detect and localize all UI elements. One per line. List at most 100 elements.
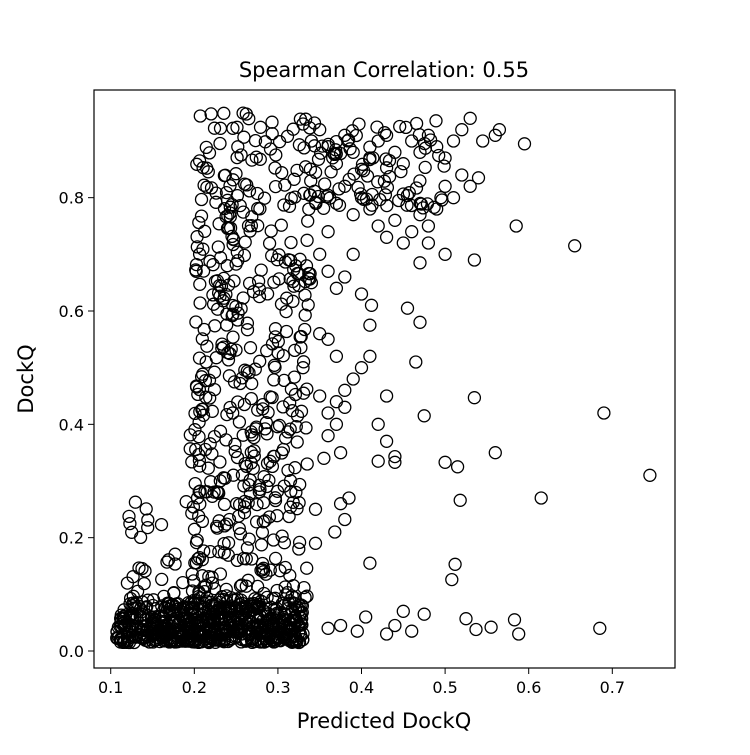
scatter-point [287,614,301,628]
scatter-point [300,382,314,396]
scatter-point [304,276,319,290]
scatter-point [507,613,522,627]
scatter-point [200,180,214,194]
scatter-point [192,351,207,365]
scatter-point [164,626,178,640]
scatter-point [229,629,243,643]
scatter-point [130,584,145,599]
scatter-point [190,240,204,254]
scatter-point [185,584,200,598]
scatter-point [281,425,295,439]
scatter-point [282,199,297,213]
scatter-point [311,152,326,166]
scatter-point [258,514,272,528]
scatter-point [414,197,428,211]
scatter-point [285,589,299,603]
scatter-point [177,603,191,617]
scatter-point [321,332,335,346]
scatter-point [185,567,199,581]
scatter-point [379,152,393,166]
scatter-point [329,417,344,431]
scatter-point [300,457,314,471]
scatter-point [241,496,255,510]
scatter-point [388,449,402,464]
scatter-point [287,279,301,293]
scatter-point [168,605,182,619]
scatter-point [341,133,356,147]
scatter-point [242,276,257,291]
scatter-point [271,346,285,360]
scatter-point [194,192,209,207]
scatter-point [393,119,407,134]
scatter-point [266,621,280,635]
scatter-point [208,635,223,649]
scatter-point [346,247,360,261]
scatter-point [289,485,303,500]
scatter-point [262,473,276,488]
scatter-point [338,383,352,397]
scatter-point [243,627,258,641]
scatter-point [226,121,240,135]
scatter-point [187,522,202,536]
scatter-point [193,497,207,511]
scatter-point [298,160,313,174]
scatter-point [287,370,302,384]
scatter-point [135,561,149,576]
scatter-point [272,619,286,633]
scatter-point [299,421,313,435]
scatter-point [292,535,307,550]
scatter-point [260,479,274,494]
x-tick-label: 0.7 [600,678,625,697]
y-axis-label: DockQ [14,344,38,413]
scatter-point [191,387,205,402]
scatter-point [171,625,185,640]
scatter-point [237,130,251,144]
scatter-point [405,624,419,638]
scatter-point [217,271,231,286]
scatter-point [234,302,248,316]
scatter-point [231,253,245,268]
scatter-point [189,263,203,277]
scatter-point [643,468,657,482]
scatter-point [333,618,348,633]
scatter-point [251,274,266,288]
scatter-point [568,239,582,253]
scatter-point [297,186,311,200]
scatter-point [268,360,282,374]
scatter-point [338,512,352,527]
scatter-point [251,593,265,607]
x-tick-label: 0.6 [516,678,541,697]
scatter-point [194,209,209,223]
scatter-point [297,580,311,595]
scatter-point [183,617,197,631]
scatter-point [430,140,444,154]
scatter-point [123,516,137,531]
scatter-point [272,248,286,262]
scatter-point [199,390,213,404]
scatter-point [170,624,184,638]
y-axis-ticks: 0.0 0.2 0.4 0.6 0.8 [59,189,94,661]
scatter-point [234,593,248,607]
scatter-point [231,140,245,154]
scatter-point [286,623,300,637]
scatter-point [394,164,408,179]
scatter-point [217,519,232,533]
scatter-point [438,247,452,261]
scatter-point [213,136,227,151]
scatter-point [274,218,288,232]
scatter-point [116,635,130,650]
scatter-point [275,166,289,180]
scatter-point [438,179,452,193]
scatter-point [294,340,308,355]
scatter-point [250,579,265,594]
scatter-point [304,134,319,148]
scatter-point [328,143,343,157]
scatter-point [206,258,220,272]
scatter-point [321,406,335,420]
scatter-point [450,460,465,474]
scatter-point [396,157,410,171]
scatter-point [437,159,451,173]
scatter-point [250,186,264,201]
scatter-point [593,621,607,635]
scatter-point [245,210,259,224]
